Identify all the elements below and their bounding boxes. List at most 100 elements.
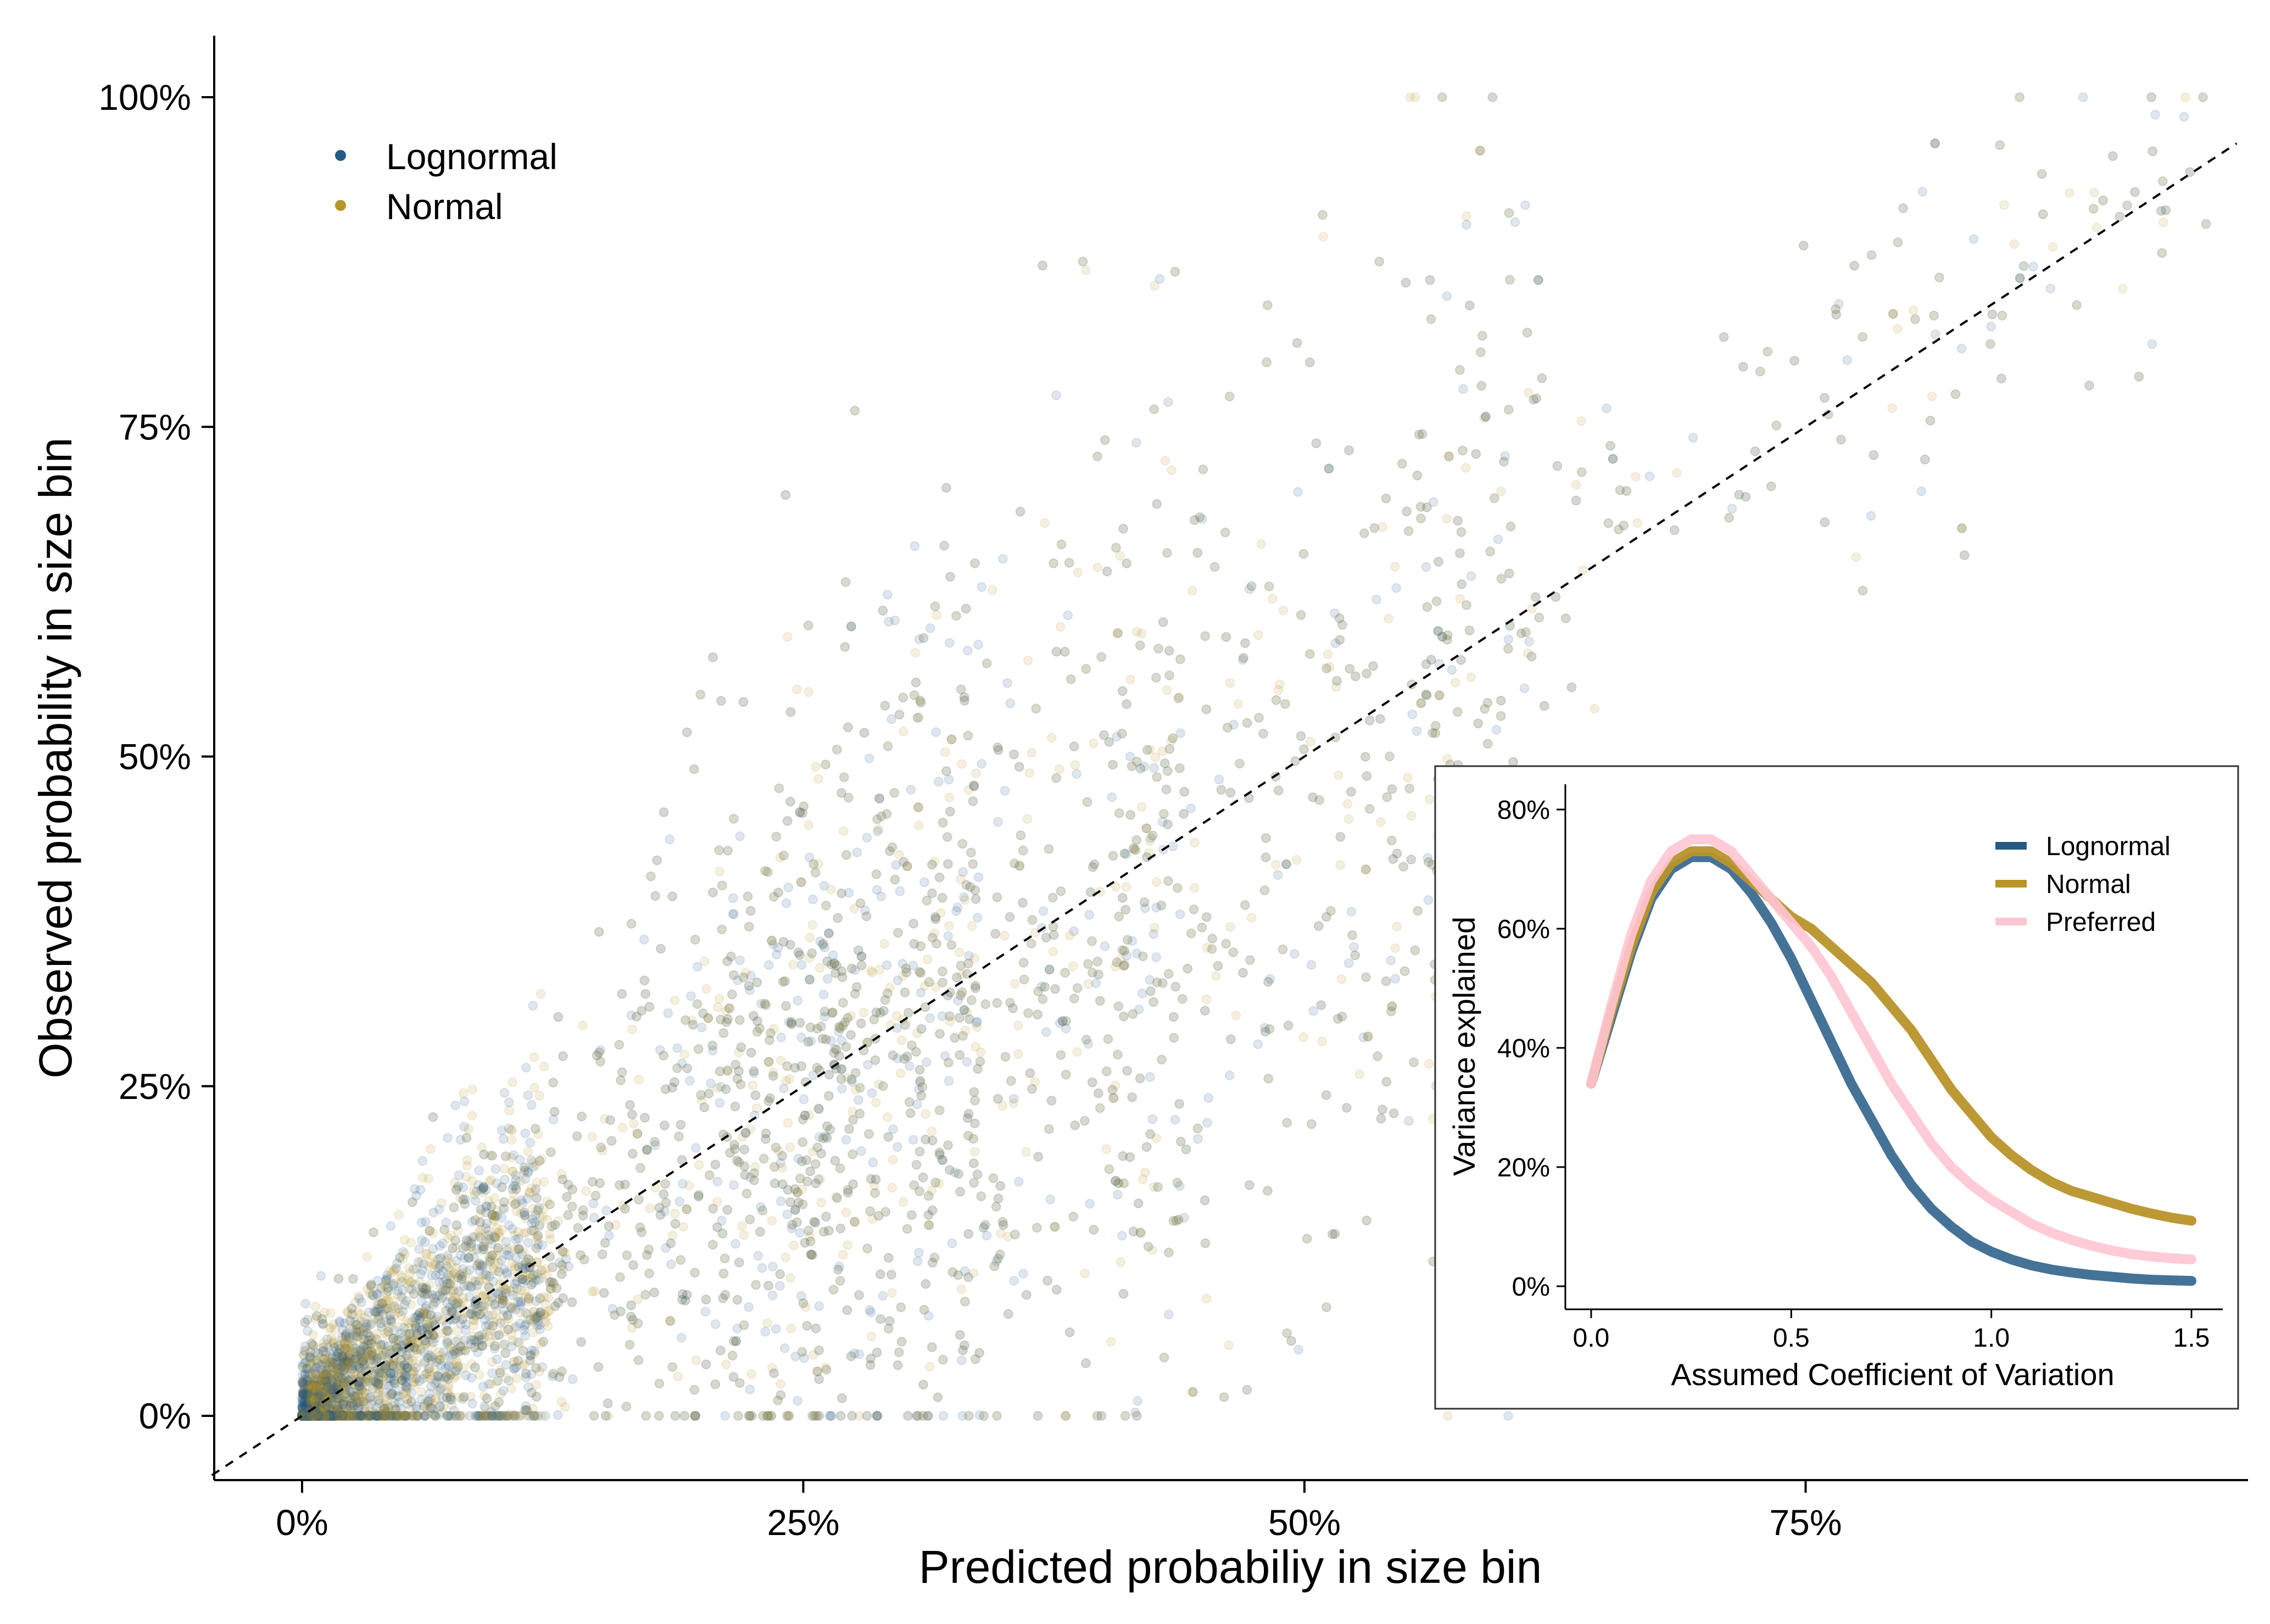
scatter-point-normal: [1333, 770, 1343, 780]
scatter-point-normal: [944, 793, 955, 803]
scatter-point-lognormal: [1466, 571, 1476, 582]
scatter-point-normal: [529, 1052, 539, 1062]
scatter-point-normal: [403, 1411, 413, 1421]
scatter-point-lognormal: [1571, 495, 1581, 506]
scatter-point-lognormal: [891, 860, 901, 870]
scatter-point-normal: [813, 859, 824, 869]
scatter-point-normal: [804, 1110, 815, 1120]
scatter-point-lognormal: [347, 1309, 357, 1320]
scatter-point-normal: [981, 658, 992, 668]
scatter-point-lognormal: [464, 1253, 474, 1263]
scatter-point-normal: [2122, 200, 2132, 210]
scatter-point-normal: [361, 1411, 372, 1421]
scatter-point-normal: [1189, 904, 1199, 914]
scatter-point-normal: [1026, 939, 1036, 948]
scatter-point-normal: [1359, 528, 1369, 538]
scatter-point-lognormal: [2045, 283, 2056, 294]
scatter-point-lognormal: [952, 902, 963, 913]
scatter-point-lognormal: [1332, 676, 1342, 686]
scatter-point-normal: [328, 1411, 338, 1421]
scatter-point-normal: [1198, 464, 1208, 475]
scatter-point-lognormal: [908, 961, 918, 971]
scatter-point-lognormal: [817, 940, 828, 950]
scatter-point-normal: [415, 1345, 426, 1355]
scatter-point-normal: [315, 1411, 326, 1421]
scatter-point-lognormal: [894, 710, 905, 720]
scatter-point-lognormal: [708, 888, 718, 897]
scatter-point-normal: [371, 1341, 382, 1352]
scatter-point-normal: [1831, 304, 1841, 314]
scatter-point-lognormal: [2134, 371, 2144, 382]
scatter-point-lognormal: [1349, 942, 1359, 952]
scatter-point-normal: [527, 1273, 537, 1283]
scatter-point-lognormal: [1842, 355, 1853, 365]
scatter-point-normal: [1504, 275, 1515, 285]
scatter-point-lognormal: [604, 1221, 614, 1231]
scatter-point-lognormal: [1100, 941, 1110, 951]
scatter-point-lognormal: [472, 1186, 482, 1197]
scatter-point-lognormal: [781, 1001, 791, 1011]
scatter-point-normal: [447, 1400, 457, 1410]
scatter-point-lognormal: [836, 888, 847, 898]
scatter-point-lognormal: [1391, 583, 1402, 593]
scatter-point-normal: [1056, 886, 1066, 896]
scatter-point-normal: [954, 947, 964, 957]
scatter-point-normal: [1929, 310, 1939, 321]
scatter-point-lognormal: [354, 1361, 364, 1371]
scatter-point-normal: [739, 1320, 749, 1330]
scatter-point-lognormal: [1161, 784, 1172, 795]
scatter-point-lognormal: [353, 1320, 363, 1330]
scatter-point-normal: [1225, 678, 1235, 688]
scatter-point-lognormal: [421, 1282, 432, 1293]
scatter-point-normal: [807, 920, 818, 930]
scatter-point-lognormal: [815, 936, 825, 946]
scatter-point-normal: [712, 1002, 723, 1013]
scatter-point-lognormal: [1127, 936, 1137, 946]
scatter-point-normal: [992, 1411, 1002, 1421]
scatter-point-normal: [578, 1020, 588, 1031]
scatter-point-normal: [1003, 1231, 1013, 1242]
scatter-point-lognormal: [509, 1150, 519, 1160]
scatter-point-lognormal: [502, 1269, 512, 1279]
scatter-point-lognormal: [1930, 329, 1940, 339]
scatter-point-lognormal: [957, 1411, 968, 1421]
scatter-point-lognormal: [793, 1153, 804, 1164]
scatter-point-normal: [529, 1226, 539, 1236]
scatter-point-lognormal: [796, 1291, 806, 1301]
scatter-point-lognormal: [715, 1098, 725, 1108]
scatter-point-lognormal: [304, 1399, 314, 1409]
scatter-point-normal: [513, 1226, 523, 1237]
scatter-point-lognormal: [746, 1047, 756, 1058]
scatter-point-lognormal: [1350, 950, 1360, 961]
scatter-point-normal: [728, 970, 739, 980]
scatter-point-normal: [1755, 366, 1765, 377]
scatter-point-lognormal: [990, 929, 1001, 939]
scatter-point-lognormal: [1351, 671, 1360, 682]
scatter-point-normal: [371, 1378, 382, 1388]
scatter-point-lognormal: [767, 1290, 778, 1301]
scatter-point-lognormal: [1290, 948, 1300, 959]
scatter-point-normal: [309, 1411, 319, 1421]
scatter-point-lognormal: [888, 1124, 899, 1135]
scatter-point-normal: [1162, 548, 1172, 558]
scatter-point-normal: [512, 1292, 523, 1302]
scatter-point-lognormal: [944, 638, 955, 648]
scatter-point-lognormal: [1321, 1090, 1331, 1100]
scatter-point-lognormal: [576, 1337, 587, 1347]
scatter-point-normal: [378, 1411, 388, 1421]
scatter-point-normal: [445, 1292, 456, 1302]
scatter-point-normal: [494, 1227, 504, 1238]
scatter-point-normal: [598, 1146, 608, 1156]
scatter-point-lognormal: [757, 1263, 767, 1273]
scatter-point-lognormal: [340, 1411, 350, 1421]
scatter-point-lognormal: [720, 1411, 730, 1421]
scatter-point-normal: [470, 1232, 480, 1242]
scatter-point-lognormal: [600, 1238, 610, 1248]
scatter-point-lognormal: [356, 1348, 367, 1358]
scatter-point-lognormal: [1018, 1269, 1028, 1279]
scatter-point-normal: [1121, 881, 1131, 892]
scatter-point-normal: [1152, 772, 1162, 782]
scatter-point-normal: [534, 1091, 545, 1101]
scatter-point-lognormal: [834, 1262, 844, 1271]
scatter-point-normal: [995, 1228, 1006, 1238]
